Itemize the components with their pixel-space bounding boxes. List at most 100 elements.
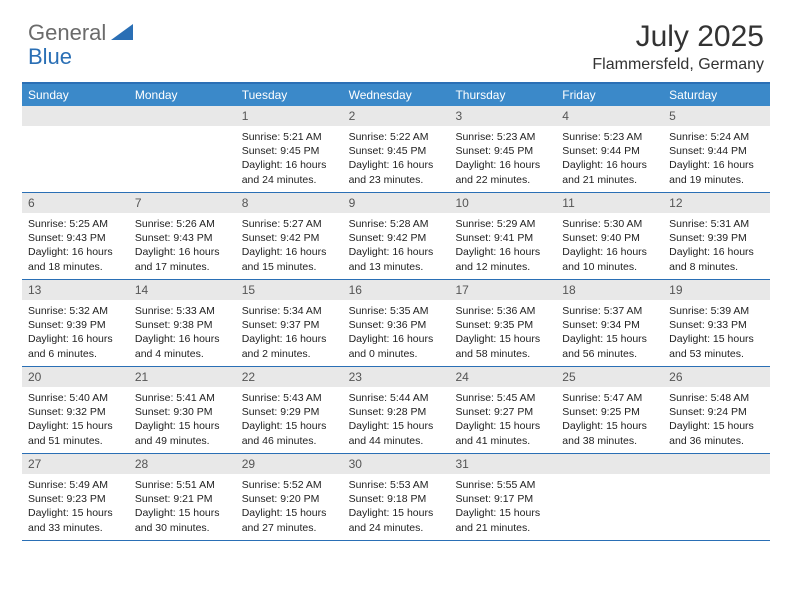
day-cell: 11Sunrise: 5:30 AMSunset: 9:40 PMDayligh…: [556, 193, 663, 279]
day-number: 29: [236, 454, 343, 474]
day-number: [663, 454, 770, 474]
dow-cell: Thursday: [449, 84, 556, 106]
dow-cell: Sunday: [22, 84, 129, 106]
day-cell: 4Sunrise: 5:23 AMSunset: 9:44 PMDaylight…: [556, 106, 663, 192]
day-cell: 7Sunrise: 5:26 AMSunset: 9:43 PMDaylight…: [129, 193, 236, 279]
day-cell: [663, 454, 770, 540]
day-number: [129, 106, 236, 126]
day-cell: 6Sunrise: 5:25 AMSunset: 9:43 PMDaylight…: [22, 193, 129, 279]
day-cell: 10Sunrise: 5:29 AMSunset: 9:41 PMDayligh…: [449, 193, 556, 279]
day-number: 28: [129, 454, 236, 474]
day-number: 1: [236, 106, 343, 126]
location: Flammersfeld, Germany: [592, 56, 764, 74]
day-number: 9: [343, 193, 450, 213]
day-number: 24: [449, 367, 556, 387]
day-body: Sunrise: 5:22 AMSunset: 9:45 PMDaylight:…: [343, 126, 450, 191]
dow-cell: Friday: [556, 84, 663, 106]
day-body: Sunrise: 5:32 AMSunset: 9:39 PMDaylight:…: [22, 300, 129, 365]
day-number: 27: [22, 454, 129, 474]
day-cell: 30Sunrise: 5:53 AMSunset: 9:18 PMDayligh…: [343, 454, 450, 540]
day-number: 3: [449, 106, 556, 126]
month-title: July 2025: [592, 20, 764, 54]
day-cell: [22, 106, 129, 192]
day-cell: 29Sunrise: 5:52 AMSunset: 9:20 PMDayligh…: [236, 454, 343, 540]
day-body: Sunrise: 5:28 AMSunset: 9:42 PMDaylight:…: [343, 213, 450, 278]
day-number: 5: [663, 106, 770, 126]
day-number: 25: [556, 367, 663, 387]
day-body: Sunrise: 5:23 AMSunset: 9:45 PMDaylight:…: [449, 126, 556, 191]
day-body: Sunrise: 5:53 AMSunset: 9:18 PMDaylight:…: [343, 474, 450, 539]
weeks-container: 1Sunrise: 5:21 AMSunset: 9:45 PMDaylight…: [22, 106, 770, 541]
day-body: Sunrise: 5:55 AMSunset: 9:17 PMDaylight:…: [449, 474, 556, 539]
day-number: 8: [236, 193, 343, 213]
day-body: Sunrise: 5:45 AMSunset: 9:27 PMDaylight:…: [449, 387, 556, 452]
day-cell: 14Sunrise: 5:33 AMSunset: 9:38 PMDayligh…: [129, 280, 236, 366]
calendar: SundayMondayTuesdayWednesdayThursdayFrid…: [22, 82, 770, 541]
dow-cell: Wednesday: [343, 84, 450, 106]
day-cell: 2Sunrise: 5:22 AMSunset: 9:45 PMDaylight…: [343, 106, 450, 192]
day-body: Sunrise: 5:48 AMSunset: 9:24 PMDaylight:…: [663, 387, 770, 452]
day-body: Sunrise: 5:26 AMSunset: 9:43 PMDaylight:…: [129, 213, 236, 278]
week-row: 6Sunrise: 5:25 AMSunset: 9:43 PMDaylight…: [22, 193, 770, 280]
logo-text-blue: Blue: [28, 44, 72, 69]
day-cell: 31Sunrise: 5:55 AMSunset: 9:17 PMDayligh…: [449, 454, 556, 540]
day-cell: 28Sunrise: 5:51 AMSunset: 9:21 PMDayligh…: [129, 454, 236, 540]
day-number: 14: [129, 280, 236, 300]
day-body: Sunrise: 5:27 AMSunset: 9:42 PMDaylight:…: [236, 213, 343, 278]
day-cell: 19Sunrise: 5:39 AMSunset: 9:33 PMDayligh…: [663, 280, 770, 366]
day-cell: 17Sunrise: 5:36 AMSunset: 9:35 PMDayligh…: [449, 280, 556, 366]
day-body: Sunrise: 5:43 AMSunset: 9:29 PMDaylight:…: [236, 387, 343, 452]
title-block: July 2025 Flammersfeld, Germany: [592, 20, 764, 74]
dow-cell: Saturday: [663, 84, 770, 106]
day-body: Sunrise: 5:39 AMSunset: 9:33 PMDaylight:…: [663, 300, 770, 365]
day-cell: 27Sunrise: 5:49 AMSunset: 9:23 PMDayligh…: [22, 454, 129, 540]
day-cell: 22Sunrise: 5:43 AMSunset: 9:29 PMDayligh…: [236, 367, 343, 453]
day-number: 16: [343, 280, 450, 300]
day-number: 11: [556, 193, 663, 213]
day-cell: 1Sunrise: 5:21 AMSunset: 9:45 PMDaylight…: [236, 106, 343, 192]
day-number: 6: [22, 193, 129, 213]
day-body: Sunrise: 5:49 AMSunset: 9:23 PMDaylight:…: [22, 474, 129, 539]
day-body: Sunrise: 5:25 AMSunset: 9:43 PMDaylight:…: [22, 213, 129, 278]
logo-triangle-icon: [111, 22, 133, 45]
day-body: Sunrise: 5:51 AMSunset: 9:21 PMDaylight:…: [129, 474, 236, 539]
day-body: Sunrise: 5:23 AMSunset: 9:44 PMDaylight:…: [556, 126, 663, 191]
day-cell: 23Sunrise: 5:44 AMSunset: 9:28 PMDayligh…: [343, 367, 450, 453]
day-number: [556, 454, 663, 474]
logo-text-gray: General: [28, 20, 106, 46]
day-number: 15: [236, 280, 343, 300]
day-cell: [129, 106, 236, 192]
day-number: 17: [449, 280, 556, 300]
day-cell: 8Sunrise: 5:27 AMSunset: 9:42 PMDaylight…: [236, 193, 343, 279]
day-number: 18: [556, 280, 663, 300]
week-row: 27Sunrise: 5:49 AMSunset: 9:23 PMDayligh…: [22, 454, 770, 541]
day-body: Sunrise: 5:40 AMSunset: 9:32 PMDaylight:…: [22, 387, 129, 452]
day-number: [22, 106, 129, 126]
day-number: 22: [236, 367, 343, 387]
day-body: Sunrise: 5:36 AMSunset: 9:35 PMDaylight:…: [449, 300, 556, 365]
day-number: 10: [449, 193, 556, 213]
day-body: Sunrise: 5:37 AMSunset: 9:34 PMDaylight:…: [556, 300, 663, 365]
logo: General: [28, 20, 135, 46]
logo-blue-wrap: Blue: [28, 44, 72, 70]
day-number: 13: [22, 280, 129, 300]
day-number: 31: [449, 454, 556, 474]
day-cell: 25Sunrise: 5:47 AMSunset: 9:25 PMDayligh…: [556, 367, 663, 453]
day-cell: 5Sunrise: 5:24 AMSunset: 9:44 PMDaylight…: [663, 106, 770, 192]
day-number: 26: [663, 367, 770, 387]
day-number: 21: [129, 367, 236, 387]
day-cell: 16Sunrise: 5:35 AMSunset: 9:36 PMDayligh…: [343, 280, 450, 366]
day-number: 7: [129, 193, 236, 213]
day-body: Sunrise: 5:21 AMSunset: 9:45 PMDaylight:…: [236, 126, 343, 191]
day-cell: 15Sunrise: 5:34 AMSunset: 9:37 PMDayligh…: [236, 280, 343, 366]
day-number: 19: [663, 280, 770, 300]
day-body: Sunrise: 5:44 AMSunset: 9:28 PMDaylight:…: [343, 387, 450, 452]
day-number: 30: [343, 454, 450, 474]
header: General July 2025 Flammersfeld, Germany: [0, 0, 792, 82]
day-body: Sunrise: 5:41 AMSunset: 9:30 PMDaylight:…: [129, 387, 236, 452]
day-body: Sunrise: 5:24 AMSunset: 9:44 PMDaylight:…: [663, 126, 770, 191]
day-body: Sunrise: 5:33 AMSunset: 9:38 PMDaylight:…: [129, 300, 236, 365]
day-cell: 13Sunrise: 5:32 AMSunset: 9:39 PMDayligh…: [22, 280, 129, 366]
day-body: Sunrise: 5:35 AMSunset: 9:36 PMDaylight:…: [343, 300, 450, 365]
day-number: 4: [556, 106, 663, 126]
